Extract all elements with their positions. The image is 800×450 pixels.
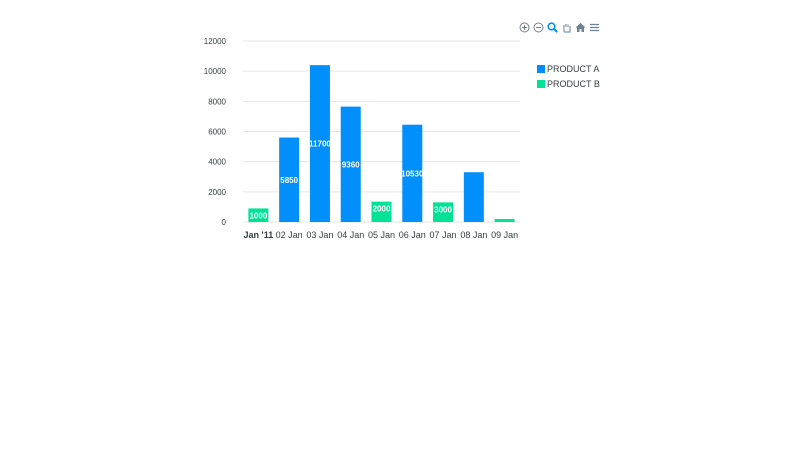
bar-product-a[interactable] <box>463 172 484 222</box>
x-tick-label: 04 Jan <box>337 230 364 240</box>
chart-legend: PRODUCT A PRODUCT B <box>537 61 600 91</box>
zoom-out-icon[interactable] <box>533 22 544 33</box>
bar-product-a[interactable] <box>340 106 361 222</box>
bar-product-b[interactable] <box>371 201 392 222</box>
y-tick-label: 8000 <box>208 97 226 106</box>
chart-toolbar <box>519 22 600 33</box>
data-label: 2000 <box>373 205 391 214</box>
legend-label: PRODUCT B <box>547 78 600 89</box>
x-tick-label: 09 Jan <box>491 230 518 240</box>
bar-product-a[interactable] <box>279 137 300 222</box>
bar-product-a[interactable] <box>309 65 330 222</box>
selection-zoom-icon[interactable] <box>547 22 558 33</box>
legend-item-product-a[interactable]: PRODUCT A <box>537 61 600 76</box>
x-tick-label: 02 Jan <box>276 230 303 240</box>
x-tick-label: 05 Jan <box>368 230 395 240</box>
y-tick-label: 10000 <box>204 67 227 76</box>
bar-product-b[interactable] <box>248 208 269 222</box>
bar-product-b[interactable] <box>433 202 454 222</box>
data-label: 1000 <box>249 211 267 220</box>
data-label: 10530 <box>401 169 424 178</box>
data-label: 5850 <box>280 176 298 185</box>
y-tick-label: 6000 <box>208 128 226 137</box>
menu-icon[interactable] <box>589 22 600 33</box>
reset-zoom-icon[interactable] <box>575 22 586 33</box>
zoom-in-icon[interactable] <box>519 22 530 33</box>
legend-marker-product-a <box>537 64 545 73</box>
x-tick-label: 07 Jan <box>430 230 457 240</box>
pan-icon[interactable] <box>561 22 572 33</box>
data-label: 9360 <box>342 160 360 169</box>
x-tick-label: 03 Jan <box>306 230 333 240</box>
bar-product-b[interactable] <box>494 218 515 222</box>
y-tick-label: 12000 <box>204 37 227 46</box>
x-axis-ticks: Jan '11 02 Jan 03 Jan 04 Jan 05 Jan 06 Jan 07 … <box>244 230 519 240</box>
bar-product-a[interactable] <box>402 124 423 222</box>
legend-label: PRODUCT A <box>547 63 600 74</box>
x-tick-label: 06 Jan <box>399 230 426 240</box>
x-tick-label: 08 Jan <box>460 230 487 240</box>
data-labels: 1000 5850 11700 9360 2000 10530 3000 <box>249 140 452 221</box>
y-tick-label: 2000 <box>208 188 226 197</box>
y-tick-label: 0 <box>222 218 227 227</box>
legend-marker-product-b <box>537 79 545 88</box>
y-tick-label: 4000 <box>208 158 226 167</box>
bars <box>248 65 515 222</box>
x-tick-label: Jan '11 <box>244 230 274 240</box>
legend-item-product-b[interactable]: PRODUCT B <box>537 76 600 91</box>
y-axis-ticks: 0 2000 4000 6000 8000 10000 12000 <box>204 37 227 227</box>
data-label: 11700 <box>309 140 331 149</box>
data-label: 3000 <box>434 205 452 214</box>
